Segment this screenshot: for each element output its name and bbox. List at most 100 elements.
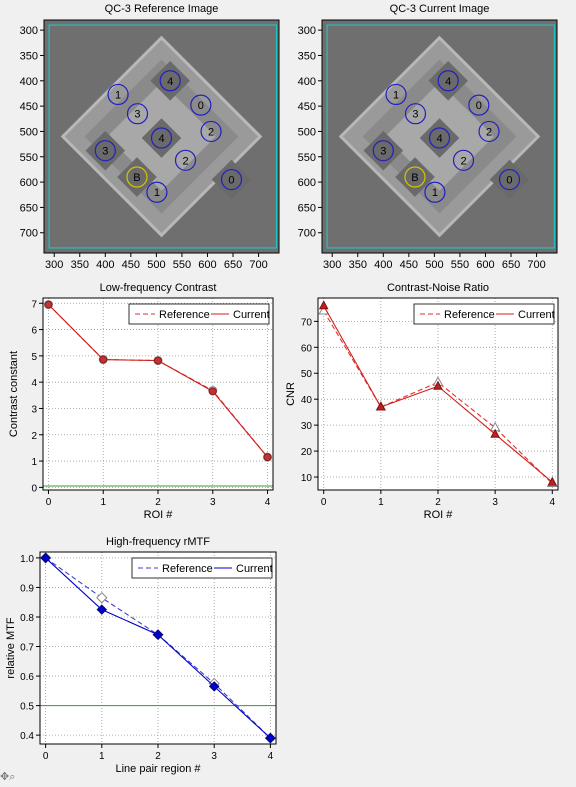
x-tick-label: 3 xyxy=(210,497,216,508)
roi-marker xyxy=(159,70,181,92)
x-tick-label: 500 xyxy=(425,259,443,271)
roi-label: B xyxy=(133,172,140,184)
data-point-current xyxy=(44,300,53,309)
y-tick-label: 40 xyxy=(301,395,313,406)
roi-marker xyxy=(468,94,490,116)
y-tick-label: 650 xyxy=(298,202,316,214)
y-tick-label: 550 xyxy=(298,152,316,164)
y-tick-label: 0.6 xyxy=(20,672,34,683)
roi-label: 0 xyxy=(506,175,512,187)
x-tick-label: 0 xyxy=(43,751,49,762)
x-tick-label: 300 xyxy=(45,259,63,271)
roi-label: 2 xyxy=(460,155,466,167)
legend-box xyxy=(128,303,270,325)
chart-0: Low-frequency Contrast 0 1 2 3 4 0 1 2 3 4 5 6 7 ROI #… xyxy=(8,282,274,521)
x-tick-label: 0 xyxy=(46,497,52,508)
data-point-current xyxy=(490,428,500,438)
data-point-current xyxy=(152,629,164,640)
x-axis-label: ROI # xyxy=(144,509,174,521)
pan-zoom-icon[interactable]: ✥⌕ xyxy=(0,771,16,783)
x-tick-label: 650 xyxy=(502,259,520,271)
roi-marker xyxy=(150,127,173,149)
y-tick-label: 7 xyxy=(31,299,37,310)
roi-marker xyxy=(146,181,168,203)
roi-label: 4 xyxy=(167,76,173,88)
x-tick-label: 3 xyxy=(211,751,217,762)
y-axis-label: relative MTF xyxy=(5,617,17,678)
phantom-square xyxy=(141,118,182,158)
roi-label: 2 xyxy=(486,126,492,138)
roi-label: 3 xyxy=(102,146,108,158)
phantom-square xyxy=(150,60,190,101)
y-tick-label: 350 xyxy=(20,50,38,62)
y-tick-label: 400 xyxy=(298,76,316,88)
legend-label-reference: Reference xyxy=(162,563,213,575)
y-tick-label: 0.8 xyxy=(20,613,34,624)
y-tick-label: 500 xyxy=(20,126,38,138)
data-point-current xyxy=(433,380,443,390)
y-tick-label: 0 xyxy=(31,483,37,494)
data-point-current xyxy=(208,387,217,396)
data-point-current xyxy=(96,604,108,615)
y-tick-label: 6 xyxy=(31,326,37,337)
y-tick-label: 0.9 xyxy=(20,583,34,594)
chart-title: Contrast-Noise Ratio xyxy=(387,282,489,294)
x-tick-label: 700 xyxy=(249,259,267,271)
roi-label: 1 xyxy=(393,89,399,101)
y-tick-label: 3 xyxy=(31,404,37,415)
y-tick-label: 70 xyxy=(301,317,313,328)
chart-1: Contrast-Noise Ratio 0 1 2 3 4 10 20 30 40 50 60 70 R… xyxy=(285,282,559,521)
chart-title: Low-frequency Contrast xyxy=(100,282,217,294)
x-tick-label: 550 xyxy=(451,259,469,271)
y-tick-label: 1.0 xyxy=(20,554,34,565)
roi-label: 1 xyxy=(115,89,121,101)
y-tick-label: 300 xyxy=(298,25,316,37)
data-point-current xyxy=(263,453,272,462)
chart-2: High-frequency rMTF 0 1 2 3 4 0.4 0.5 0.6 0.7 0.8 0… xyxy=(5,536,277,775)
roi-label: 4 xyxy=(445,76,451,88)
roi-label: 1 xyxy=(432,187,438,199)
roi-marker xyxy=(200,120,222,143)
chart-title: High-frequency rMTF xyxy=(106,536,210,548)
x-tick-label: 2 xyxy=(435,497,441,508)
x-tick-label: 450 xyxy=(400,259,418,271)
x-tick-label: 300 xyxy=(323,259,341,271)
phantom-square xyxy=(395,157,435,197)
legend-box xyxy=(413,303,555,325)
data-point-current xyxy=(265,732,276,744)
x-tick-label: 4 xyxy=(550,497,556,508)
x-tick-label: 4 xyxy=(268,751,274,762)
x-tick-label: 1 xyxy=(99,751,105,762)
x-tick-label: 4 xyxy=(265,497,271,508)
y-tick-label: 2 xyxy=(31,431,37,442)
x-tick-label: 350 xyxy=(71,259,89,271)
y-tick-label: 300 xyxy=(20,25,38,37)
roi-label: 0 xyxy=(476,100,482,112)
data-point-reference xyxy=(96,592,108,604)
y-tick-label: 400 xyxy=(20,76,38,88)
x-tick-label: 1 xyxy=(378,497,384,508)
x-tick-label: 400 xyxy=(96,259,114,271)
roi-label: 0 xyxy=(228,175,234,187)
image-frame xyxy=(43,19,280,254)
y-tick-label: 0.7 xyxy=(20,643,34,654)
y-tick-label: 1 xyxy=(31,457,37,468)
y-tick-label: 5 xyxy=(31,352,37,363)
roi-label: 1 xyxy=(154,187,160,199)
y-tick-label: 50 xyxy=(301,369,313,380)
x-tick-label: 450 xyxy=(122,259,140,271)
roi-marker xyxy=(498,168,521,191)
legend-label-current: Current xyxy=(236,563,273,575)
x-tick-label: 0 xyxy=(321,497,327,508)
image-frame xyxy=(321,19,558,254)
y-tick-label: 700 xyxy=(20,228,38,240)
image-title: QC-3 Current Image xyxy=(390,3,490,15)
x-tick-label: 3 xyxy=(492,497,498,508)
series-line-reference xyxy=(323,310,553,484)
data-point-current xyxy=(99,355,108,364)
phantom-square xyxy=(363,130,404,171)
image-title: QC-3 Reference Image xyxy=(105,3,219,15)
image-panel-0: QC-3 Reference Image 1 4 3 0 3 4 2 2 B 1 0 300 350 400… xyxy=(20,3,280,271)
y-tick-label: 4 xyxy=(31,378,37,389)
x-axis-label: Line pair region # xyxy=(115,763,201,775)
